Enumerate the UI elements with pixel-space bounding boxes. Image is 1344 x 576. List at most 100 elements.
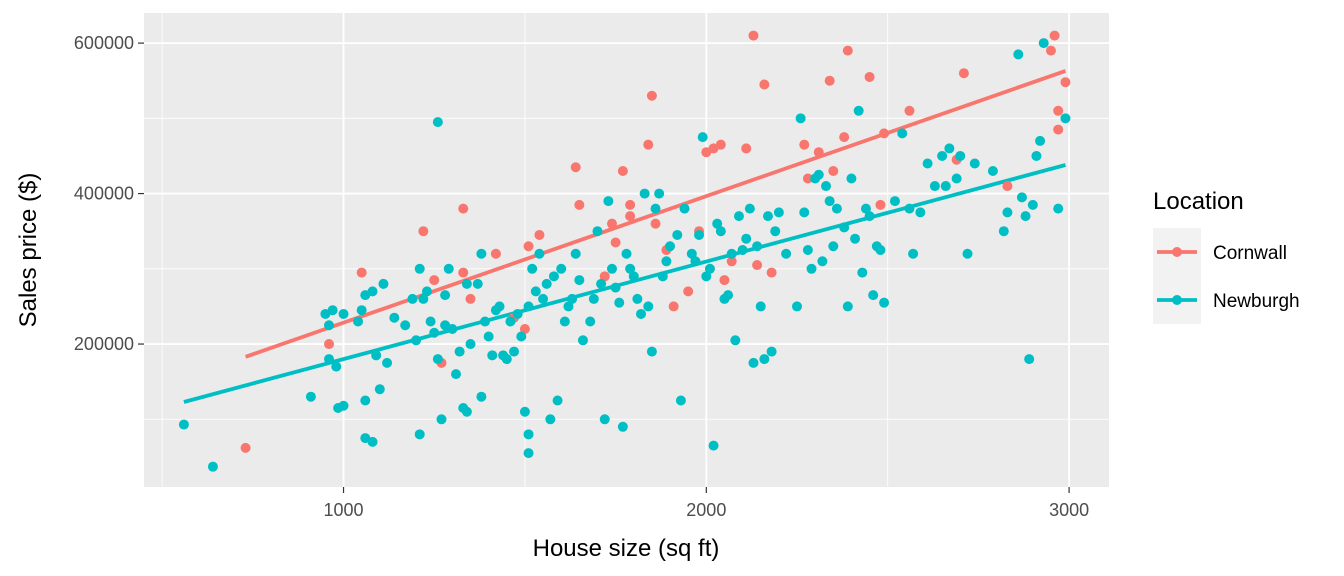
data-point [534, 229, 545, 240]
data-point [817, 256, 828, 267]
data-point [733, 211, 744, 222]
data-point [559, 316, 570, 327]
data-point [879, 128, 890, 139]
data-point [897, 128, 908, 139]
data-point [378, 278, 389, 289]
data-point [538, 293, 549, 304]
data-point [588, 293, 599, 304]
data-point [421, 286, 432, 297]
data-point [748, 30, 759, 41]
data-point [937, 150, 948, 161]
data-point [665, 241, 676, 252]
data-point [719, 275, 730, 286]
data-point [552, 395, 563, 406]
data-point [610, 282, 621, 293]
data-point [850, 233, 861, 244]
data-point [697, 132, 708, 143]
data-point [574, 275, 585, 286]
y-axis: 200000 400000 600000 [74, 33, 144, 354]
data-point [519, 406, 530, 417]
data-point [704, 263, 715, 274]
series-newburgh-points [178, 38, 1071, 472]
data-point [998, 226, 1009, 237]
data-point [875, 199, 886, 210]
data-point [889, 196, 900, 207]
data-point [987, 166, 998, 176]
data-point [628, 271, 639, 282]
data-point [324, 354, 335, 365]
data-point [915, 207, 926, 218]
data-point [585, 316, 596, 327]
data-point [541, 278, 552, 289]
data-point [450, 369, 461, 380]
data-point [715, 139, 726, 150]
data-point [625, 263, 636, 274]
data-point [715, 226, 726, 237]
data-point [766, 346, 777, 357]
data-point [701, 271, 712, 282]
data-point [944, 143, 955, 154]
data-point [523, 448, 534, 459]
data-point [773, 207, 784, 218]
data-point [802, 173, 813, 184]
data-point [625, 211, 636, 222]
data-point [759, 354, 770, 365]
data-point [864, 71, 875, 82]
data-point [646, 346, 657, 357]
x-tick-label: 2000 [686, 500, 726, 520]
data-point [505, 316, 516, 327]
data-point [686, 248, 697, 259]
data-point [400, 320, 411, 331]
data-point [512, 308, 523, 319]
data-point [414, 429, 425, 440]
data-point [860, 203, 871, 214]
data-point [802, 245, 813, 255]
data-point [621, 248, 632, 259]
data-point [338, 308, 349, 319]
data-point [929, 181, 940, 192]
data-point [418, 226, 429, 237]
data-point [454, 346, 465, 357]
data-point [1060, 77, 1071, 88]
data-point [813, 169, 824, 180]
data-point [643, 139, 654, 150]
data-point [766, 267, 777, 278]
legend-key-point [1172, 295, 1182, 305]
data-point [606, 263, 617, 274]
data-point [781, 248, 792, 259]
data-point [523, 241, 534, 252]
data-point [476, 391, 487, 402]
data-point [360, 395, 371, 406]
data-point [1035, 135, 1046, 146]
y-tick-label: 400000 [74, 184, 134, 204]
data-point [799, 207, 810, 218]
data-point [458, 203, 469, 214]
data-point [842, 45, 853, 56]
data-point [548, 271, 559, 282]
data-point [632, 293, 643, 304]
data-point [726, 248, 737, 259]
data-point [799, 139, 810, 150]
data-point [509, 346, 520, 357]
data-point [853, 105, 864, 116]
data-point [813, 147, 824, 158]
data-point [305, 391, 316, 402]
data-point [617, 421, 628, 432]
data-point [708, 440, 719, 451]
data-point [516, 331, 527, 342]
data-point [759, 79, 770, 90]
data-point [795, 113, 806, 124]
data-point [839, 132, 850, 143]
data-point [824, 75, 835, 86]
data-point [407, 293, 418, 304]
data-point [958, 68, 969, 79]
data-point [683, 286, 694, 297]
data-point [556, 263, 567, 274]
data-point [690, 256, 701, 267]
y-tick-label: 600000 [74, 33, 134, 53]
data-point [367, 286, 378, 297]
data-point [461, 406, 472, 417]
data-point [657, 271, 668, 282]
data-point [574, 199, 585, 210]
